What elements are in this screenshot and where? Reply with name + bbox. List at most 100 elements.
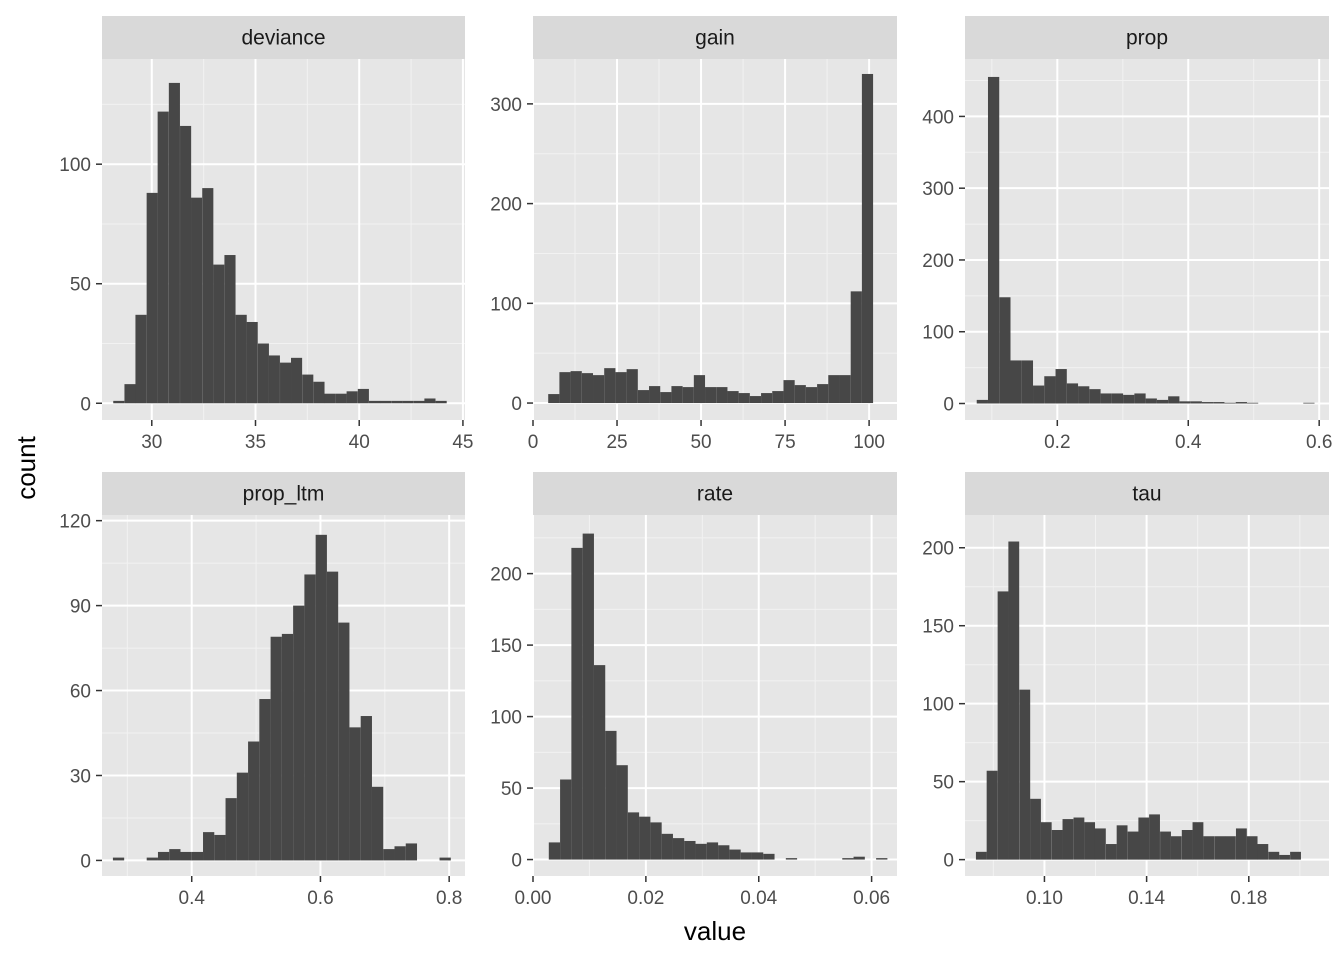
histogram-bar xyxy=(716,387,728,404)
axis-ticks: 0.4 0.6 0.8 0 30 60 90 120 xyxy=(59,512,462,909)
histogram-bar xyxy=(693,375,706,404)
x-axis-title: value xyxy=(684,916,746,946)
histogram-bar xyxy=(1257,844,1269,860)
histogram-bar xyxy=(749,396,762,404)
histogram-bar xyxy=(346,391,358,404)
y-tick-label: 100 xyxy=(490,294,522,315)
y-tick-label: 50 xyxy=(501,779,522,800)
histogram-bar xyxy=(684,840,696,860)
histogram-bar xyxy=(439,857,451,861)
histogram-bar xyxy=(180,851,192,861)
histogram-bar xyxy=(560,779,572,860)
y-tick-label: 200 xyxy=(490,565,522,586)
histogram-bar xyxy=(1134,393,1146,404)
histogram-bar xyxy=(593,665,606,860)
histogram-bar xyxy=(1303,402,1315,404)
facet-strip xyxy=(102,472,465,515)
histogram-bar xyxy=(794,385,806,404)
y-tick-label: 90 xyxy=(70,597,91,618)
histogram-bar xyxy=(124,384,136,404)
histogram-bar xyxy=(360,716,372,861)
histogram-bar xyxy=(842,858,854,860)
histogram-bar xyxy=(582,533,594,860)
facet-gain: gain 0 25 50 75 100 0 100 200 300 xyxy=(490,16,897,453)
x-tick-label: 100 xyxy=(853,432,885,453)
histogram-bar xyxy=(1279,854,1290,860)
x-tick-label: 0.06 xyxy=(853,888,890,909)
histogram-bar xyxy=(313,381,325,404)
histogram-bars xyxy=(112,534,451,861)
histogram-bar xyxy=(570,371,582,404)
y-tick-label: 200 xyxy=(922,251,954,272)
histogram-bar xyxy=(157,111,169,404)
histogram-bar xyxy=(649,386,661,404)
histogram-bar xyxy=(394,846,406,861)
x-tick-label: 0.14 xyxy=(1128,888,1165,909)
x-tick-label: 30 xyxy=(141,432,162,453)
axis-ticks: 30 35 40 45 0 50 100 xyxy=(59,155,473,453)
y-tick-label: 0 xyxy=(511,851,522,872)
histogram-bar xyxy=(235,314,247,404)
histogram-bar xyxy=(763,853,775,860)
histogram-bar xyxy=(671,386,683,404)
histogram-bar xyxy=(850,291,862,404)
histogram-bar xyxy=(761,393,773,404)
histogram-bar xyxy=(1073,817,1085,860)
histogram-bars xyxy=(113,82,447,404)
histogram-bar xyxy=(1055,369,1067,404)
histogram-bar xyxy=(817,384,829,404)
histogram-bar xyxy=(627,812,640,860)
histogram-bar xyxy=(338,622,350,861)
x-tick-label: 0.8 xyxy=(436,888,462,909)
histogram-bar xyxy=(1235,402,1247,404)
histogram-bar xyxy=(571,547,583,860)
histogram-bar xyxy=(1105,844,1117,860)
histogram-bar xyxy=(112,857,125,861)
histogram-bar xyxy=(405,843,418,861)
histogram-bar xyxy=(706,842,719,860)
histogram-bar xyxy=(1116,825,1128,860)
histogram-bar xyxy=(213,264,225,404)
histogram-bar xyxy=(1246,836,1258,860)
histogram-bar xyxy=(291,357,303,404)
histogram-bar xyxy=(270,636,282,861)
histogram-bar xyxy=(1100,393,1112,404)
histogram-bar xyxy=(357,388,369,404)
histogram-bar xyxy=(191,851,204,861)
facet-tau: tau 0.10 0.14 0.18 0 50 100 150 200 xyxy=(922,472,1329,909)
histogram-bar xyxy=(682,387,694,404)
histogram-bar xyxy=(986,770,998,860)
histogram-bar xyxy=(135,314,147,404)
histogram-bar xyxy=(402,400,414,404)
histogram-bar xyxy=(1156,399,1169,404)
y-tick-label: 200 xyxy=(490,195,522,216)
histogram-bar xyxy=(248,741,260,861)
histogram-bar xyxy=(281,633,294,861)
histogram-bar xyxy=(1224,402,1236,404)
y-tick-label: 30 xyxy=(70,766,91,787)
histogram-bar xyxy=(548,842,561,860)
histogram-bar xyxy=(615,372,627,404)
histogram-bar xyxy=(785,858,798,860)
histogram-bar xyxy=(1138,817,1150,860)
x-tick-label: 0.18 xyxy=(1230,888,1267,909)
y-tick-label: 60 xyxy=(70,682,91,703)
histogram-bar xyxy=(1246,402,1259,404)
histogram-bar xyxy=(280,362,292,404)
histogram-bar xyxy=(1030,798,1041,860)
histogram-bar xyxy=(214,834,226,861)
histogram-bar xyxy=(435,400,447,404)
histogram-bar xyxy=(180,125,192,404)
histogram-bar xyxy=(1179,401,1191,404)
histogram-bar xyxy=(1033,385,1045,404)
histogram-bar xyxy=(304,574,316,861)
x-tick-label: 50 xyxy=(690,432,711,453)
histogram-bars xyxy=(976,76,1315,404)
histogram-bar xyxy=(1214,836,1226,860)
histogram-bar xyxy=(639,816,651,860)
x-tick-label: 0.4 xyxy=(1175,432,1202,453)
histogram-bar xyxy=(650,822,662,860)
histogram-bar xyxy=(738,393,750,404)
histogram-bar xyxy=(1010,360,1022,404)
histogram-bar xyxy=(1224,836,1236,860)
